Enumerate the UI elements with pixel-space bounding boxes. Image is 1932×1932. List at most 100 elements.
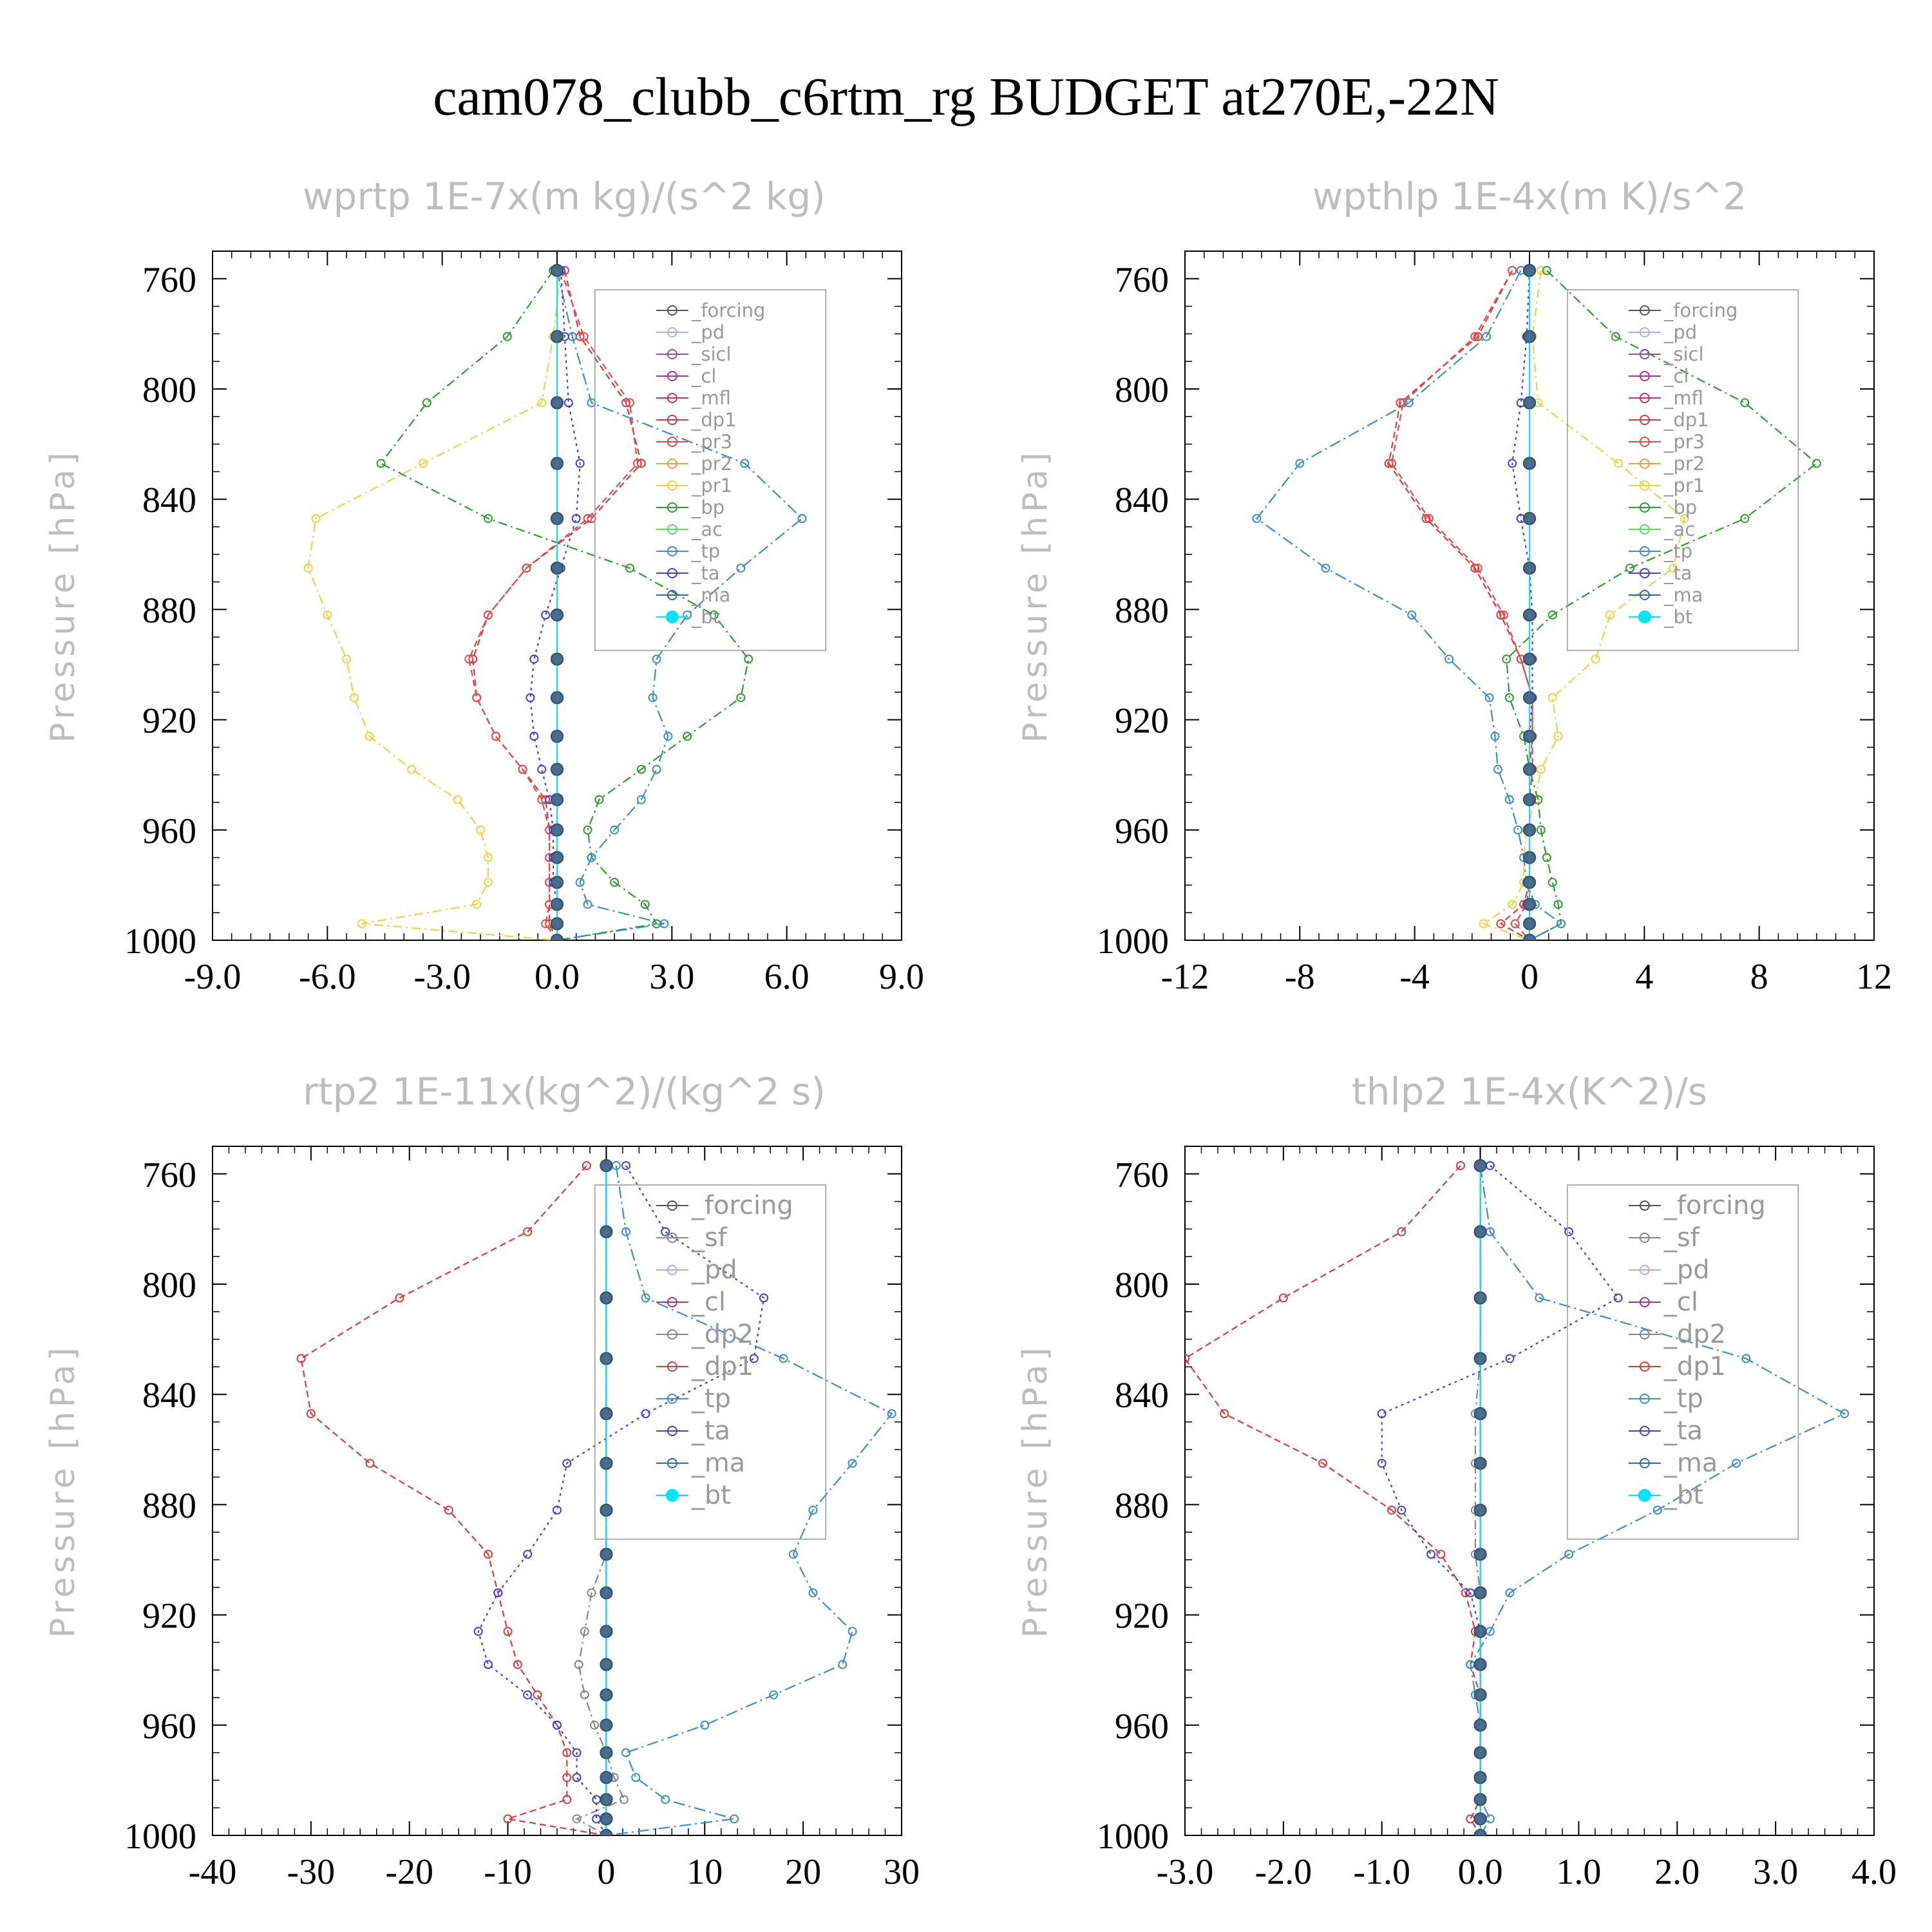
- legend-label: _forcing: [691, 1191, 793, 1220]
- series-line-dp2: [1474, 1165, 1481, 1835]
- series-point-bt: [1473, 1793, 1487, 1806]
- plot-frame: [212, 1146, 902, 1836]
- series-point-dp2: [590, 1720, 600, 1730]
- chart-panel-1: wprtp 1E-7x(m kg)/(s^2 kg) Pressure [hPa]…: [44, 175, 924, 997]
- series-point-pr3: [472, 693, 482, 703]
- legend-label: _dp1: [1663, 1352, 1726, 1381]
- series-point-ta: [553, 1505, 562, 1515]
- series-point-pr3: [1510, 919, 1520, 929]
- series-point-bt: [1523, 762, 1536, 776]
- y-tick-label: 760: [1115, 1155, 1169, 1195]
- series-point-bt: [1523, 263, 1536, 277]
- series-point-bp: [376, 459, 386, 468]
- series-point-ta: [529, 654, 539, 664]
- x-tick-label: 12: [1856, 957, 1892, 997]
- y-axis-label: Pressure [hPa]: [1016, 449, 1055, 743]
- series-point-tp: [848, 1627, 857, 1636]
- x-tick-label: 3.0: [1753, 1852, 1798, 1892]
- legend-marker: [1639, 415, 1650, 425]
- x-tick-label: -12: [1161, 957, 1209, 997]
- legend-label: _bt: [691, 1481, 731, 1510]
- series-point-pr3: [579, 332, 589, 341]
- series-point-pr1: [484, 853, 493, 862]
- series-point-ta: [553, 1720, 562, 1730]
- series-point-bp: [1548, 878, 1557, 887]
- series-group: [1252, 263, 1821, 940]
- legend-label: _pr3: [691, 431, 732, 453]
- series-point-bt: [551, 512, 564, 526]
- series-point-bp: [610, 878, 620, 887]
- x-tick-label: 30: [884, 1852, 920, 1892]
- series-point-ta: [564, 398, 573, 408]
- legend-label: _ma: [691, 584, 731, 606]
- legend-marker: [1638, 611, 1651, 623]
- series-point-ta: [562, 1459, 572, 1468]
- series-point-ta: [1377, 1459, 1387, 1468]
- series-line-pr3: [468, 270, 638, 940]
- series-point-tp: [1321, 564, 1331, 573]
- series-line-tp: [1255, 270, 1563, 940]
- legend-marker: [667, 1394, 677, 1404]
- legend-marker: [667, 568, 677, 578]
- legend-label: _sf: [1663, 1223, 1700, 1253]
- series-point-bt: [551, 263, 564, 277]
- series-point-bp: [709, 610, 719, 620]
- y-tick-label: 960: [142, 1707, 196, 1747]
- series-point-bp: [583, 825, 592, 835]
- series-point-tp: [610, 825, 620, 835]
- y-axis-label: Pressure [hPa]: [44, 449, 82, 743]
- series-point-bt: [600, 1771, 613, 1785]
- x-tick-label: -30: [287, 1852, 336, 1892]
- series-point-ta: [1397, 1505, 1406, 1515]
- series-point-ta: [572, 1773, 582, 1783]
- series-point-bt: [551, 730, 564, 743]
- series-group: [303, 263, 807, 940]
- series-point-bt: [600, 1625, 613, 1638]
- series-point-bp: [1542, 853, 1551, 862]
- series-point-tp: [1404, 398, 1414, 408]
- legend-marker: [667, 546, 677, 556]
- legend-marker: [667, 1361, 677, 1372]
- series-point-ta: [523, 1549, 533, 1559]
- series-point-tp: [797, 514, 807, 524]
- series-point-bt: [600, 1352, 613, 1365]
- series-point-dp1: [562, 1795, 572, 1804]
- legend-marker: [1639, 1297, 1650, 1307]
- legend-marker: [1639, 524, 1650, 535]
- legend-marker: [1639, 1265, 1650, 1275]
- series-point-bt: [600, 1829, 613, 1835]
- series-point-ta: [541, 610, 551, 620]
- series-point-bt: [600, 1503, 613, 1517]
- legend-marker: [667, 1426, 677, 1436]
- series-point-tp: [788, 1549, 798, 1559]
- series-point-bt: [551, 562, 564, 575]
- chart-panel-2: wpthlp 1E-4x(m K)/s^2 Pressure [hPa] -12 -8…: [1016, 175, 1892, 997]
- series-point-bt: [551, 396, 564, 410]
- series-point-bp: [636, 764, 646, 774]
- series-point-bp: [1625, 564, 1635, 573]
- series-point-pr3: [484, 610, 493, 620]
- series-point-bt: [1473, 1352, 1487, 1365]
- series-point-tp: [621, 1227, 630, 1236]
- legend-marker: [1639, 1394, 1650, 1404]
- series-point-pr1: [1508, 900, 1517, 909]
- series-point-pr3: [522, 564, 531, 573]
- legend-label: _ta: [691, 562, 720, 584]
- legend-marker: [667, 437, 677, 447]
- series-point-dp1: [1384, 459, 1394, 468]
- chart-panel-3: rtp2 1E-11x(kg^2)/(kg^2 s) Pressure [hPa]…: [44, 1070, 920, 1892]
- series-point-bt: [551, 917, 564, 931]
- y-tick-label: 1000: [1097, 1817, 1169, 1857]
- series-point-pr3: [518, 764, 527, 774]
- series-point-pr1: [1553, 732, 1563, 741]
- y-tick-label: 880: [142, 591, 196, 630]
- series-point-ta: [621, 1160, 630, 1170]
- series-point-bt: [551, 851, 564, 864]
- series-point-bt: [600, 1812, 613, 1826]
- series-point-tp: [808, 1505, 818, 1515]
- series-point-dp1: [1397, 1227, 1406, 1236]
- legend-label: _pr1: [691, 475, 732, 497]
- x-tick-label: 0: [597, 1852, 615, 1892]
- series-point-bt: [600, 1793, 613, 1806]
